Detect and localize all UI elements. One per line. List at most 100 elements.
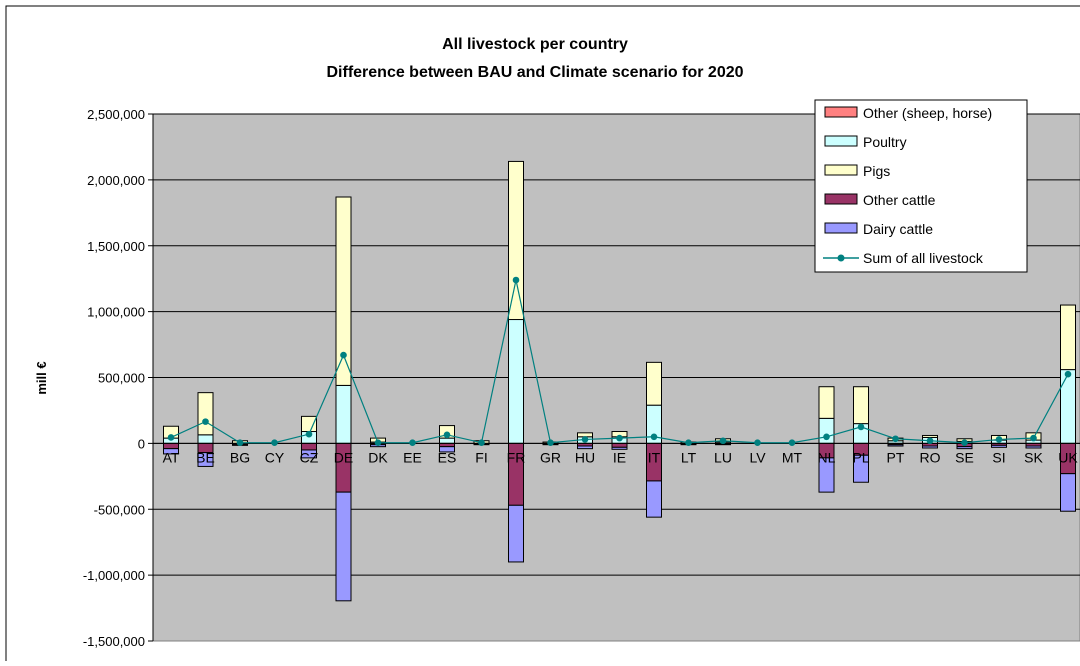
- sum-point-cy: [271, 439, 278, 447]
- x-tick-label-hu: HU: [575, 449, 595, 465]
- bar-poultry-fr: [508, 319, 524, 444]
- sum-point-pl: [857, 423, 865, 431]
- y-tick-label: 1,500,000: [87, 239, 145, 254]
- sum-point-de: [340, 351, 347, 359]
- bar-dairy-cattle-at: [163, 448, 179, 455]
- legend-label-poultry: Poultry: [863, 134, 907, 150]
- legend-swatch-other-cattle: [824, 193, 858, 205]
- x-tick-label-se: SE: [955, 449, 974, 465]
- legend-swatch-pigs: [824, 164, 858, 176]
- sum-point-se: [961, 439, 968, 447]
- bar-other-cattle-ie: [611, 442, 628, 448]
- sum-point-si: [995, 436, 1003, 443]
- bar-dairy-cattle-sk: [1025, 445, 1042, 449]
- y-tick-label: 0: [138, 436, 145, 451]
- sum-point-nl: [823, 433, 830, 441]
- sum-point-lv: [754, 439, 761, 447]
- x-tick-label-lt: LT: [681, 449, 697, 465]
- sum-point-at: [167, 434, 175, 441]
- legend-swatch-other-sheep-horse: [824, 106, 858, 118]
- bar-dairy-cattle-pt: [887, 444, 904, 447]
- chart-title-line2: Difference between BAU and Climate scena…: [326, 64, 743, 81]
- bar-dairy-cattle-hu: [577, 445, 593, 450]
- bar-dairy-cattle-si: [991, 444, 1007, 448]
- sum-point-sk: [1030, 434, 1037, 442]
- y-tick-label: 2,500,000: [87, 107, 145, 122]
- bar-poultry-es: [439, 437, 455, 444]
- bar-dairy-cattle-cz: [301, 449, 317, 459]
- bar-dairy-cattle-se: [956, 446, 973, 450]
- bar-dairy-cattle-fr: [508, 504, 524, 563]
- x-tick-label-es: ES: [438, 449, 457, 465]
- x-tick-label-gr: GR: [540, 449, 561, 465]
- x-tick-label-fr: FR: [507, 449, 526, 465]
- bar-pigs-cz: [301, 415, 317, 433]
- y-tick-label: 500,000: [98, 371, 145, 386]
- chart-title-line1: All livestock per country: [442, 36, 628, 53]
- legend: Other (sheep, horse) Poultry Pigs Other cat…: [814, 99, 1028, 273]
- y-tick-label: 2,000,000: [87, 173, 145, 188]
- x-tick-label-cy: CY: [265, 449, 285, 465]
- bar-dairy-cattle-nl: [818, 457, 835, 493]
- x-tick-label-dk: DK: [368, 449, 388, 465]
- legend-swatch-dairy-cattle: [824, 222, 858, 234]
- sum-point-it: [650, 433, 658, 441]
- x-tick-label-uk: UK: [1058, 449, 1078, 465]
- sum-point-mt: [788, 439, 796, 447]
- sum-point-lu: [719, 437, 727, 445]
- bar-dairy-cattle-uk: [1060, 473, 1076, 512]
- sum-line-series: [167, 276, 1072, 447]
- x-tick-label-si: SI: [992, 449, 1005, 465]
- bar-dairy-cattle-be: [197, 452, 214, 467]
- bar-other-cattle-at: [163, 442, 179, 450]
- y-tick-label: -500,000: [94, 502, 145, 517]
- legend-box: [814, 99, 1028, 273]
- legend-label-dairy-cattle: Dairy cattle: [863, 221, 933, 237]
- x-tick-label-ro: RO: [920, 449, 941, 465]
- sum-point-es: [443, 431, 451, 439]
- sum-point-fr: [512, 276, 520, 284]
- x-tick-label-lv: LV: [749, 449, 766, 465]
- sum-point-fi: [478, 439, 485, 447]
- sum-point-gr: [547, 439, 554, 447]
- sum-point-uk: [1064, 370, 1072, 378]
- sum-point-be: [202, 418, 209, 425]
- sum-point-hu: [581, 436, 589, 443]
- sum-point-bg: [236, 439, 244, 447]
- x-tick-label-sk: SK: [1024, 449, 1043, 465]
- bar-pigs-ro: [922, 434, 938, 438]
- legend-marker-sum-of-all-livestock: [837, 254, 845, 262]
- x-tick-label-it: IT: [648, 449, 661, 465]
- sum-point-cz: [305, 430, 313, 438]
- bar-dairy-cattle-ro: [922, 445, 938, 449]
- x-tick-label-mt: MT: [782, 449, 803, 465]
- bar-poultry-be: [197, 434, 214, 444]
- legend-label-sum-of-all-livestock: Sum of all livestock: [863, 250, 984, 266]
- bar-poultry-de: [335, 384, 352, 444]
- x-tick-label-bg: BG: [230, 449, 250, 465]
- bar-dairy-cattle-ie: [611, 446, 628, 450]
- bar-poultry-uk: [1060, 369, 1076, 444]
- y-tick-label: -1,000,000: [83, 568, 145, 583]
- bar-pigs-de: [335, 196, 352, 386]
- bar-dairy-cattle-lu: [715, 443, 731, 446]
- sum-point-ee: [409, 439, 416, 447]
- x-axis-tick-labels: AT BE BG CY CZ DE DK EE ES FI FR GR HU IE IT LT LU LV MT NL…: [163, 449, 1079, 465]
- legend-label-pigs: Pigs: [863, 163, 890, 179]
- legend-label-other-sheep-horse: Other (sheep, horse): [863, 105, 992, 121]
- y-axis-tick-labels: 2,500,000 2,000,000 1,500,000 1,000,000 500,…: [83, 107, 154, 649]
- bar-pigs-be: [197, 392, 214, 436]
- y-axis-label: mill €: [34, 361, 49, 394]
- x-tick-label-lu: LU: [714, 449, 732, 465]
- x-tick-label-at: AT: [163, 449, 180, 465]
- bar-pigs-uk: [1060, 304, 1076, 371]
- y-tick-label: 1,000,000: [87, 305, 145, 320]
- sum-point-ie: [616, 434, 623, 442]
- sum-point-lt: [685, 439, 692, 447]
- bar-pigs-pl: [853, 386, 869, 425]
- bar-pigs-it: [646, 361, 662, 406]
- x-tick-label-nl: NL: [818, 449, 836, 465]
- x-tick-label-ee: EE: [403, 449, 422, 465]
